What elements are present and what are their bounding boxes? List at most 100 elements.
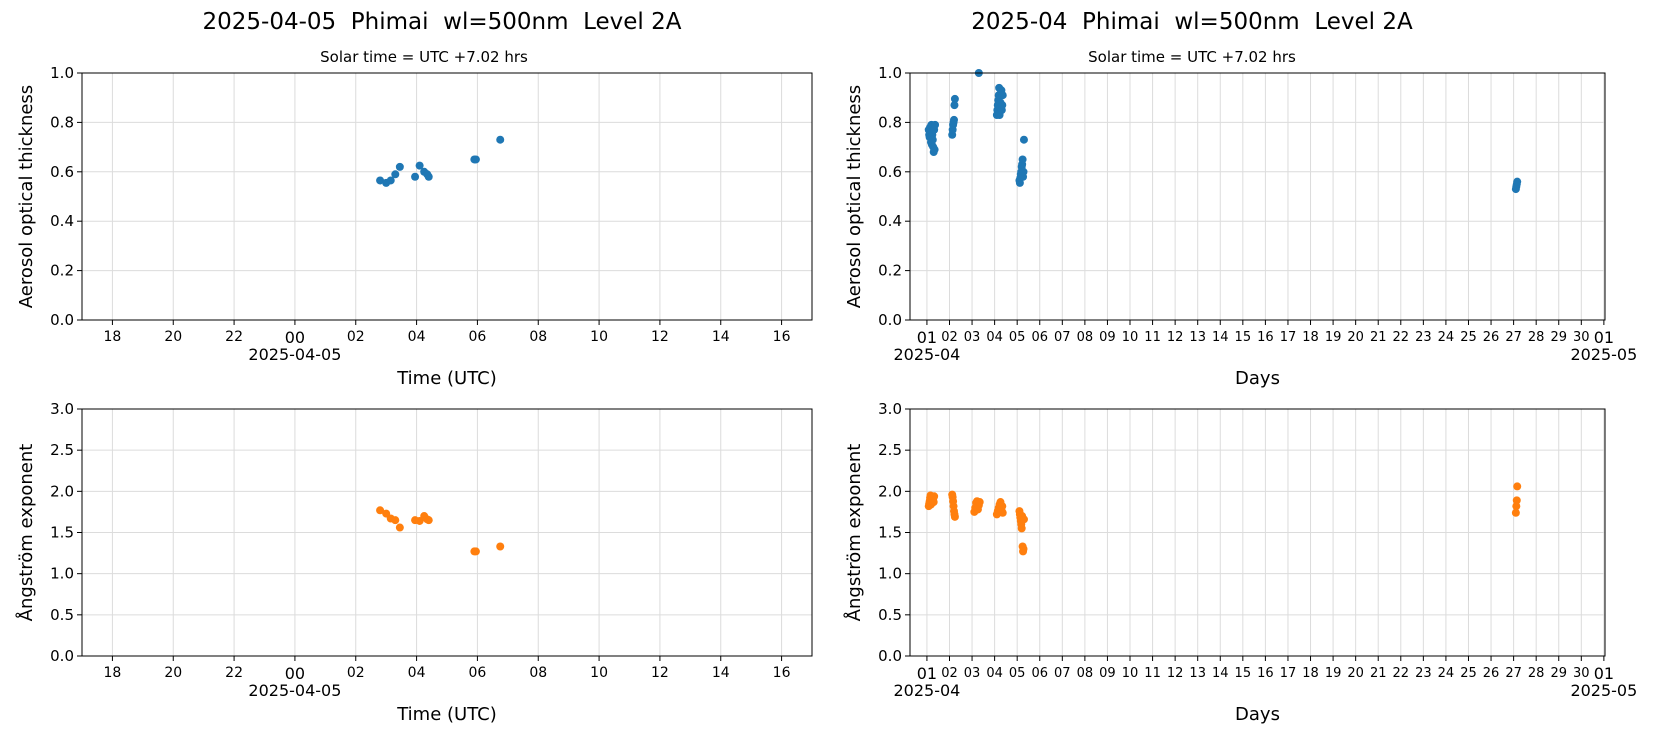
y-tick-label: 1.0	[878, 565, 902, 583]
x-tick-label: 11	[1144, 330, 1161, 345]
data-point	[928, 135, 937, 144]
y-tick-label: 0.5	[878, 606, 902, 624]
x-tick-label: 00	[285, 664, 305, 683]
x-tick-label: 22	[225, 329, 243, 345]
x-tick-label: 22	[225, 665, 243, 681]
y-tick-label: 2.5	[50, 441, 74, 459]
axes-frame	[909, 72, 1606, 321]
x-tick-label: 03	[964, 330, 981, 345]
x-tick-label: 04	[986, 666, 1003, 681]
x-tick-label: 10	[590, 329, 608, 345]
x-tick-label: 02	[941, 666, 958, 681]
data-point	[950, 115, 959, 124]
x-tick-label: 01	[1594, 664, 1614, 683]
x-tick-label: 11	[1144, 666, 1161, 681]
x-tick-label: 06	[1031, 330, 1048, 345]
x-tick-label: 16	[773, 665, 791, 681]
x-tick-label: 18	[104, 329, 122, 345]
x-tick-label: 17	[1280, 666, 1297, 681]
data-point	[950, 101, 959, 110]
y-tick-label: 0.6	[50, 163, 74, 181]
data-point	[376, 506, 385, 515]
x-tick-label: 24	[1438, 330, 1455, 345]
data-point	[930, 145, 939, 154]
data-point	[998, 91, 1007, 100]
x-tick-label: 12	[1167, 666, 1184, 681]
data-point	[1513, 177, 1522, 186]
data-point	[1513, 482, 1522, 491]
x-date-label-end: 2025-05	[1570, 681, 1637, 700]
chart-panel-1: 0.0 0.2 0.4 0.6 0.8 1.0 01 02 03 04 05 06 07 08 09 10 11…	[844, 64, 1637, 389]
y-axis-label: Aerosol optical thickness	[16, 85, 37, 308]
x-tick-label: 14	[712, 329, 730, 345]
data-point	[998, 502, 1007, 511]
x-tick-label: 09	[1099, 330, 1116, 345]
y-axis-label: Ångström exponent	[15, 444, 37, 622]
data-point	[1018, 155, 1027, 164]
x-tick-label: 14	[1212, 330, 1229, 345]
data-point	[395, 162, 404, 171]
x-tick-label: 04	[408, 329, 426, 345]
y-tick-label: 0.2	[878, 262, 902, 280]
y-tick-label: 0.0	[50, 647, 74, 665]
x-tick-label: 05	[1009, 666, 1026, 681]
x-tick-label: 21	[1370, 666, 1387, 681]
y-tick-label: 0.5	[50, 606, 74, 624]
data-point	[411, 172, 420, 181]
y-tick-label: 0.8	[50, 113, 74, 131]
x-tick-label: 14	[712, 665, 730, 681]
data-point	[1511, 508, 1520, 517]
x-axis-label: Time (UTC)	[396, 704, 497, 725]
y-tick-label: 1.0	[878, 64, 902, 82]
y-tick-label: 2.0	[878, 482, 902, 500]
subtitle-right: Solar time = UTC +7.02 hrs	[1088, 48, 1296, 66]
x-tick-label: 20	[1347, 330, 1364, 345]
x-tick-label: 16	[1257, 330, 1274, 345]
data-point	[975, 498, 984, 507]
x-tick-label: 15	[1235, 666, 1252, 681]
x-tick-label: 13	[1189, 330, 1206, 345]
x-tick-label: 18	[1302, 666, 1319, 681]
x-tick-label: 10	[1122, 666, 1139, 681]
x-tick-label: 27	[1505, 666, 1522, 681]
subtitle-left: Solar time = UTC +7.02 hrs	[320, 48, 528, 66]
x-tick-label: 12	[651, 665, 669, 681]
chart-panel-2: 0.0 0.5 1.0 1.5 2.0 2.5 3.0 18 20 22 00 02 04 06 08 10 1…	[15, 400, 813, 725]
x-tick-label: 17	[1280, 330, 1297, 345]
x-tick-label: 07	[1054, 666, 1071, 681]
x-tick-label: 13	[1189, 666, 1206, 681]
x-tick-label: 00	[285, 328, 305, 347]
x-tick-label: 09	[1099, 666, 1116, 681]
data-point	[424, 516, 433, 525]
data-point	[950, 512, 959, 521]
data-point	[1017, 524, 1026, 533]
x-tick-label: 27	[1505, 330, 1522, 345]
x-tick-label: 06	[1031, 666, 1048, 681]
y-tick-label: 0.4	[878, 212, 902, 230]
x-axis-label: Days	[1235, 368, 1280, 389]
x-tick-label: 16	[773, 329, 791, 345]
x-tick-label: 18	[104, 665, 122, 681]
x-tick-label: 23	[1415, 666, 1432, 681]
data-point	[1019, 135, 1028, 144]
x-tick-label: 05	[1009, 330, 1026, 345]
x-date-label-end: 2025-05	[1570, 345, 1637, 364]
x-tick-label: 02	[347, 329, 365, 345]
data-point	[998, 101, 1007, 110]
data-point	[1019, 544, 1028, 553]
y-tick-label: 0.6	[878, 163, 902, 181]
x-tick-label: 04	[986, 330, 1003, 345]
x-tick-label: 25	[1460, 330, 1477, 345]
data-point	[930, 492, 939, 501]
title-left: 2025-04-05 Phimai wl=500nm Level 2A	[202, 9, 682, 35]
data-point	[424, 172, 433, 181]
data-point	[496, 542, 505, 551]
data-point	[386, 176, 395, 185]
data-point	[471, 155, 480, 164]
data-point	[391, 516, 400, 525]
x-tick-label: 12	[1167, 330, 1184, 345]
data-point	[471, 547, 480, 556]
y-axis-label: Aerosol optical thickness	[844, 85, 865, 308]
y-tick-label: 0.0	[50, 311, 74, 329]
